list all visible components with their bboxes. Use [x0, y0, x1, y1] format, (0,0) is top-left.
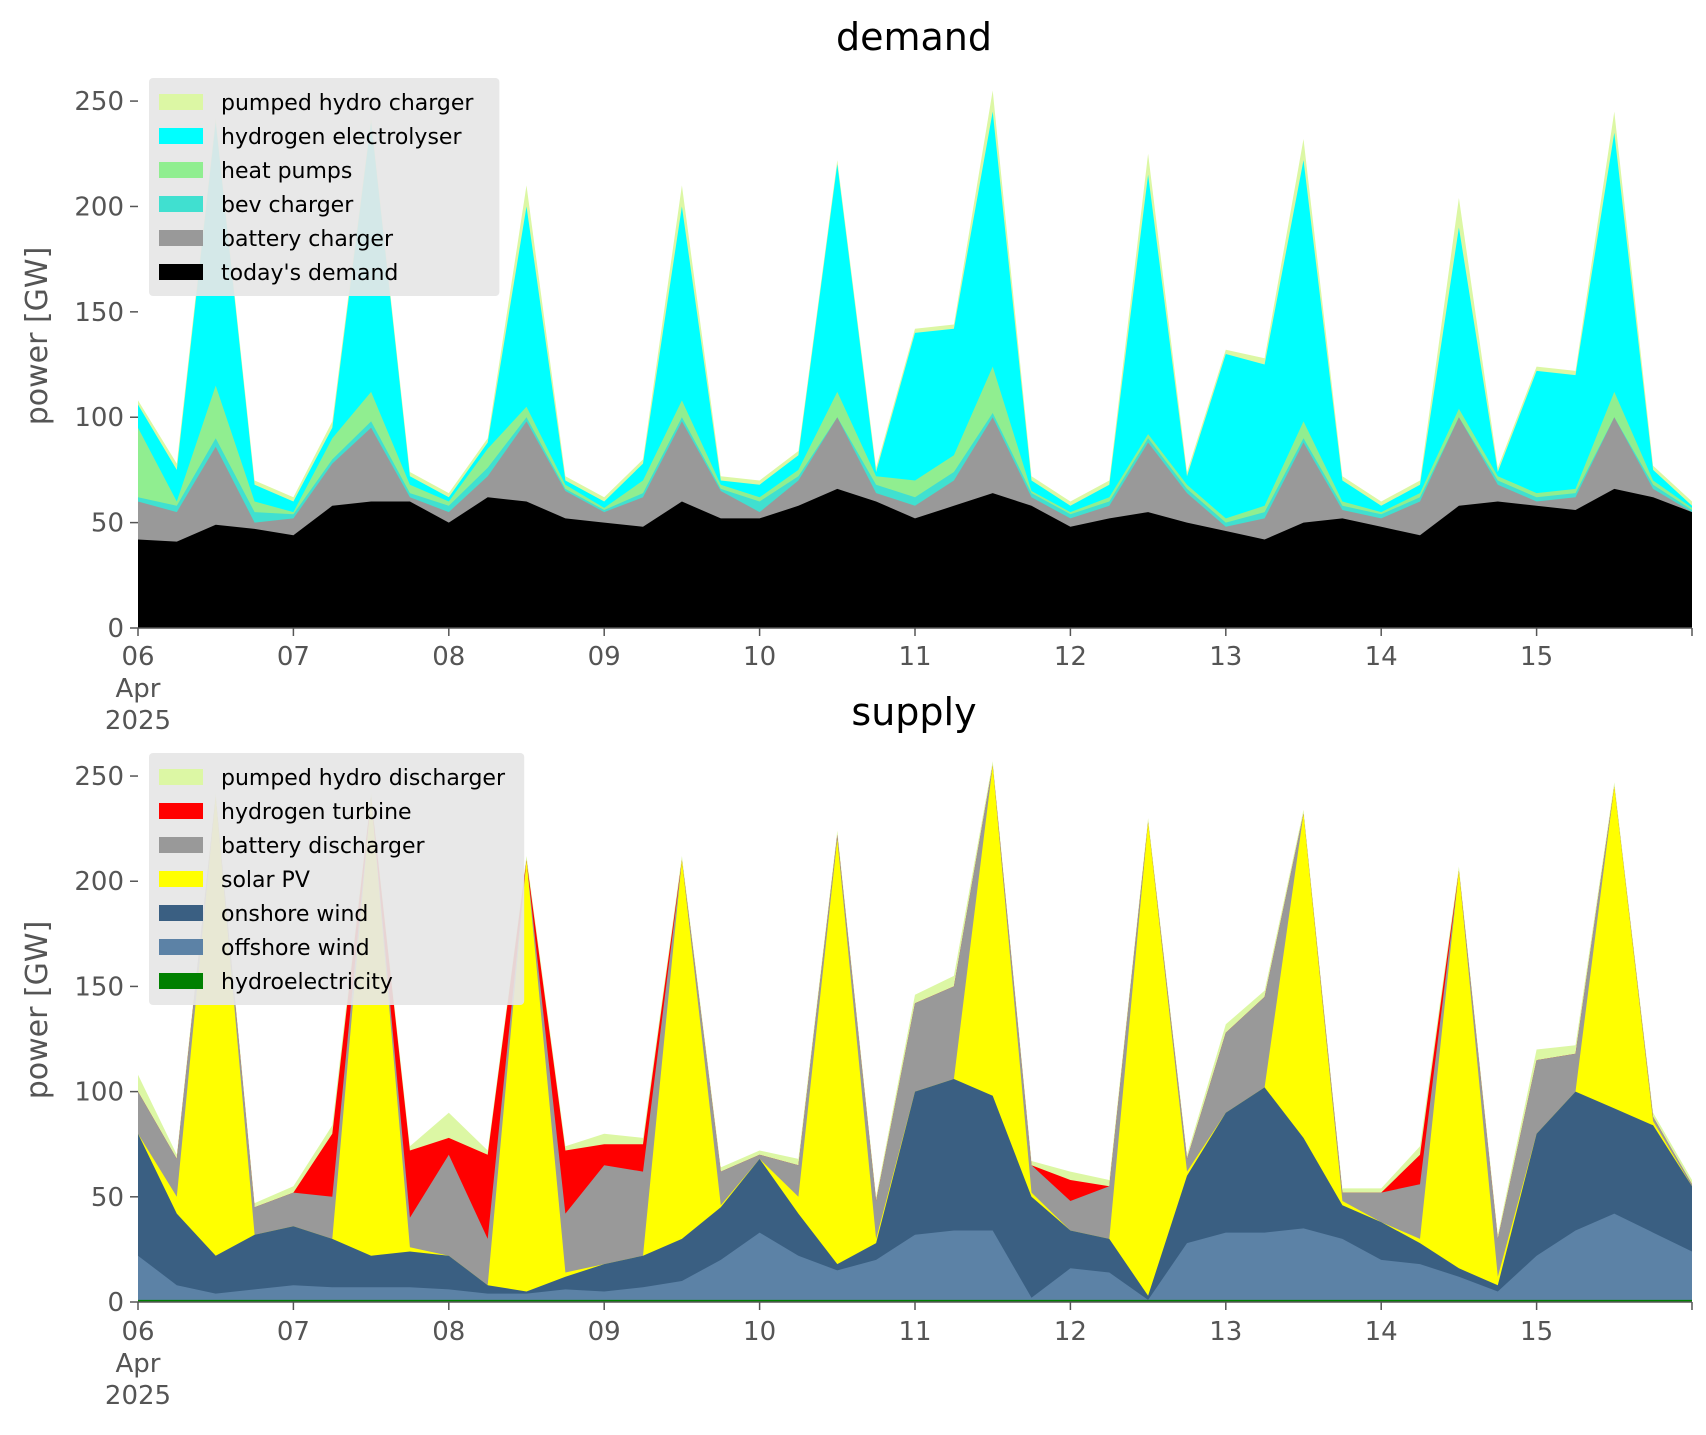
- supply-title: supply: [851, 690, 976, 734]
- legend-label: heat pumps: [221, 159, 352, 184]
- x-tick-label: 09: [588, 1317, 621, 1347]
- legend-swatch: [159, 128, 203, 144]
- legend-label: today's demand: [221, 261, 398, 286]
- demand-title: demand: [836, 15, 992, 59]
- legend-label: hydrogen turbine: [221, 800, 412, 825]
- x-tick-label: 15: [1520, 1317, 1553, 1347]
- x-tick-label: 14: [1365, 1317, 1398, 1347]
- legend-swatch: [159, 230, 203, 246]
- demand-areas: [138, 90, 1692, 629]
- x-tick-label: 08: [432, 642, 465, 672]
- legend-swatch: [159, 939, 203, 955]
- legend-label: battery charger: [221, 227, 394, 252]
- y-tick-label: 200: [74, 192, 124, 222]
- legend-swatch: [159, 837, 203, 853]
- legend-box: [149, 753, 525, 1005]
- x-tick-label: 06: [121, 642, 154, 672]
- legend-swatch: [159, 162, 203, 178]
- x-tick-label: 15: [1520, 642, 1553, 672]
- x-tick-label: 2025: [105, 1381, 171, 1411]
- supply-legend: pumped hydro discharger hydrogen turbine b…: [149, 753, 525, 1005]
- x-tick-label: 06: [121, 1317, 154, 1347]
- area-today-s-demand: [138, 488, 1692, 628]
- x-tick-label: 12: [1054, 642, 1087, 672]
- legend-label: onshore wind: [221, 902, 368, 927]
- x-tick-label: 12: [1054, 1317, 1087, 1347]
- area-offshore-wind: [138, 1213, 1692, 1302]
- supply-panel: supply power [GW] 05010015020025006Apr20…: [20, 690, 1693, 1411]
- y-tick-label: 250: [74, 762, 124, 792]
- legend-box: [149, 78, 500, 296]
- x-tick-label: 11: [898, 642, 931, 672]
- x-tick-label: Apr: [116, 674, 161, 704]
- x-tick-label: 2025: [105, 706, 171, 736]
- legend-swatch: [159, 769, 203, 785]
- supply-areas: [138, 761, 1692, 1302]
- legend-label: hydroelectricity: [221, 970, 393, 995]
- x-tick-label: 10: [743, 642, 776, 672]
- x-tick-label: 09: [588, 642, 621, 672]
- x-tick-label: 07: [277, 1317, 310, 1347]
- y-tick-label: 0: [107, 1288, 124, 1318]
- legend-swatch: [159, 196, 203, 212]
- x-tick-label: 07: [277, 642, 310, 672]
- supply-ylabel: power [GW]: [20, 921, 55, 1100]
- y-tick-label: 150: [74, 972, 124, 1002]
- x-tick-label: Apr: [116, 1349, 161, 1379]
- y-tick-label: 250: [74, 87, 124, 117]
- y-tick-label: 0: [107, 614, 124, 644]
- y-tick-label: 150: [74, 298, 124, 328]
- legend-label: bev charger: [221, 193, 354, 218]
- y-tick-label: 100: [74, 1078, 124, 1108]
- y-tick-label: 200: [74, 867, 124, 897]
- x-tick-label: 13: [1209, 1317, 1242, 1347]
- legend-label: offshore wind: [221, 936, 370, 961]
- demand-panel: demand power [GW] 0 50 100 150 200 250 06Apr20…: [20, 15, 1693, 736]
- legend-swatch: [159, 94, 203, 110]
- legend-label: pumped hydro charger: [221, 91, 474, 116]
- legend-swatch: [159, 973, 203, 989]
- legend-label: pumped hydro discharger: [221, 766, 506, 791]
- y-tick-label: 50: [91, 509, 124, 539]
- legend-swatch: [159, 905, 203, 921]
- legend-swatch: [159, 264, 203, 280]
- x-tick-label: 14: [1365, 642, 1398, 672]
- legend-label: solar PV: [221, 868, 310, 893]
- x-tick-label: 13: [1209, 642, 1242, 672]
- demand-legend: pumped hydro charger hydrogen electrolyse…: [149, 78, 500, 296]
- legend-label: hydrogen electrolyser: [221, 125, 462, 150]
- x-tick-label: 10: [743, 1317, 776, 1347]
- legend-label: battery discharger: [221, 834, 426, 859]
- x-tick-label: 11: [898, 1317, 931, 1347]
- y-tick-label: 50: [91, 1183, 124, 1213]
- x-tick-label: 08: [432, 1317, 465, 1347]
- legend-swatch: [159, 803, 203, 819]
- demand-ylabel: power [GW]: [20, 247, 55, 426]
- legend-swatch: [159, 871, 203, 887]
- y-tick-label: 100: [74, 403, 124, 433]
